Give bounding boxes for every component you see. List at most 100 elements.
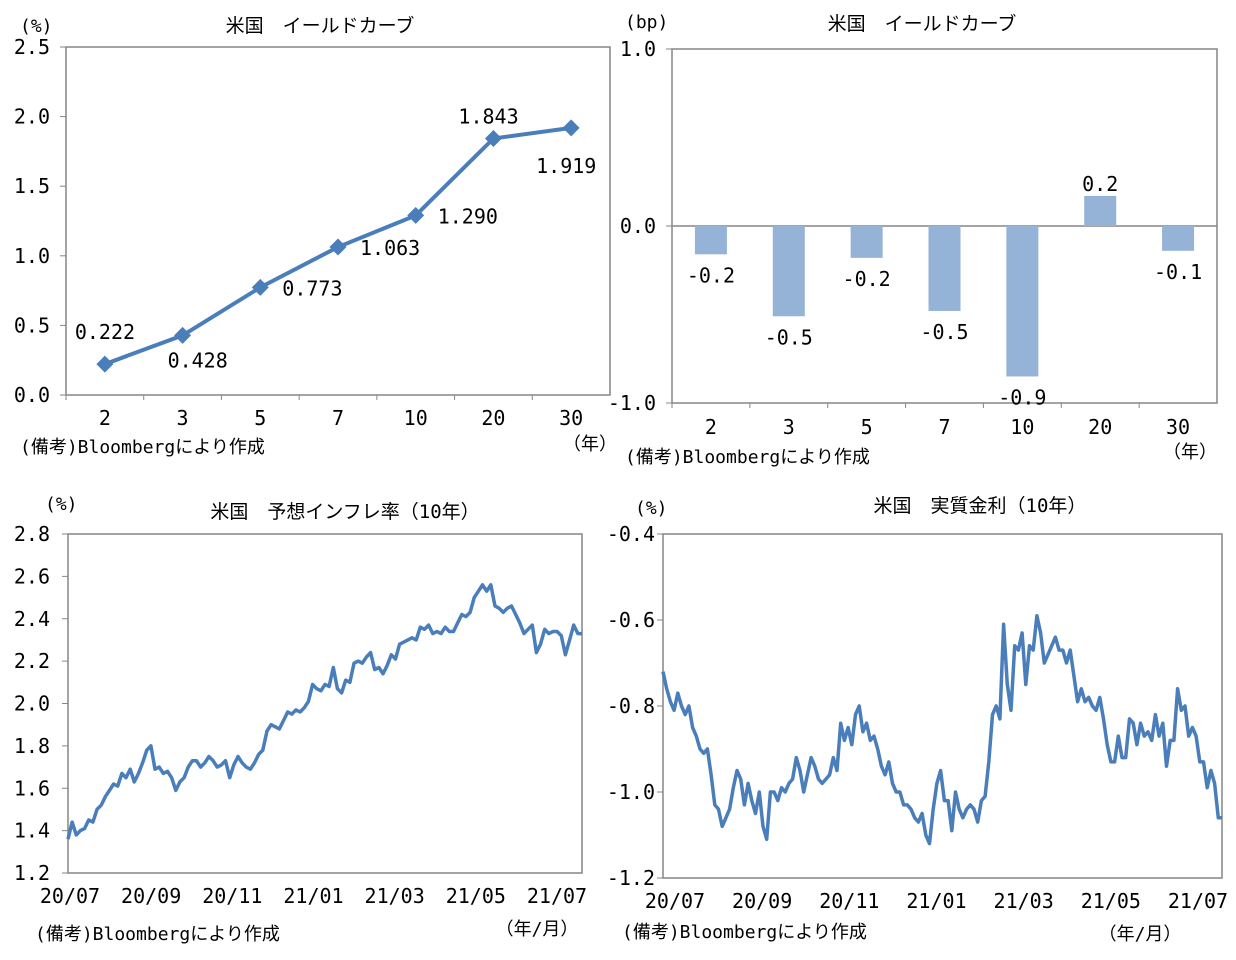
data-label: -0.5	[920, 320, 968, 344]
y-tick-label: 1.6	[14, 776, 50, 800]
x-tick-label: 3	[783, 415, 795, 439]
chart-title: 米国 実質金利（10年）	[874, 495, 1087, 517]
y-tick-label: 0.0	[620, 214, 656, 238]
x-tick-label: 7	[332, 406, 344, 430]
data-label: -0.9	[998, 385, 1046, 409]
x-tick-label: 21/03	[365, 884, 425, 908]
x-tick-label: 21/01	[906, 889, 966, 913]
x-tick-label: 21/01	[283, 884, 343, 908]
y-tick-label: -0.6	[607, 608, 655, 632]
y-tick-label: -1.2	[607, 866, 655, 890]
data-label: 1.290	[438, 204, 498, 228]
x-tick-label: 21/05	[446, 884, 506, 908]
data-point-marker	[96, 355, 114, 373]
yield-change-bar-chart: 米国 イールドカーブ (bp) （年） (備考)Bloombergにより作成 -…	[608, 12, 1218, 468]
bar	[1006, 226, 1039, 377]
x-tick-label: 5	[254, 406, 266, 430]
data-label: 1.919	[536, 154, 596, 178]
y-tick-label: 2.8	[14, 522, 50, 546]
bar	[928, 226, 961, 311]
y-tick-label: 2.5	[14, 35, 50, 59]
y-tick-label: 1.2	[14, 861, 50, 885]
x-tick-label: 20/07	[645, 889, 705, 913]
y-tick-label: 2.6	[14, 564, 50, 588]
bar	[694, 226, 727, 255]
yield-curve-line-chart: 米国 イールドカーブ (%) （年） (備考)Bloombergにより作成 0.…	[14, 14, 617, 458]
data-label: 1.063	[360, 236, 420, 260]
y-tick-label: 0.0	[14, 383, 50, 407]
x-tick-label: 20	[1088, 415, 1112, 439]
x-unit-label: （年）	[563, 434, 617, 455]
x-tick-label: 7	[938, 415, 950, 439]
x-tick-label: 21/07	[527, 884, 587, 908]
data-label: 0.222	[75, 320, 135, 344]
x-unit-label: （年）	[1163, 442, 1217, 463]
source-note: (備考)Bloombergにより作成	[625, 447, 870, 468]
y-tick-label: 1.0	[14, 244, 50, 268]
x-tick-label: 2	[705, 415, 717, 439]
series-line	[661, 613, 1222, 846]
y-tick-label: 2.0	[14, 105, 50, 129]
x-tick-label: 10	[404, 406, 428, 430]
y-tick-label: 1.0	[620, 37, 656, 61]
bar	[1162, 226, 1195, 251]
inflation-expectation-chart: 米国 予想インフレ率（10年） (%) （年/月） (備考)Bloombergに…	[14, 494, 587, 945]
x-tick-label: 21/03	[994, 889, 1054, 913]
series-line	[66, 583, 582, 840]
x-tick-label: 20/11	[819, 889, 879, 913]
x-tick-label: 20/07	[40, 884, 100, 908]
chart-title: 米国 イールドカーブ	[828, 12, 1017, 35]
y-tick-label: -1.0	[607, 780, 655, 804]
y-tick-label: -0.8	[607, 694, 655, 718]
x-tick-label: 2	[99, 406, 111, 430]
data-label: -0.1	[1154, 260, 1202, 284]
x-tick-label: 20/09	[732, 889, 792, 913]
y-unit-label: (%)	[45, 494, 78, 515]
y-tick-label: 1.4	[14, 819, 50, 843]
x-unit-label: （年/月）	[1099, 924, 1182, 945]
plot-frame	[65, 46, 611, 396]
x-tick-label: 20/09	[121, 884, 181, 908]
data-point-marker	[562, 119, 580, 137]
data-label: 0.2	[1082, 172, 1118, 196]
data-label: 1.843	[458, 104, 518, 128]
y-tick-label: 1.8	[14, 734, 50, 758]
x-tick-label: 30	[1166, 415, 1190, 439]
chart-title: 米国 イールドカーブ	[226, 14, 415, 37]
data-point-marker	[407, 206, 425, 224]
plot-frame	[662, 533, 1223, 879]
y-unit-label: (%)	[635, 498, 668, 519]
y-tick-label: 0.5	[14, 313, 50, 337]
x-tick-label: 20/11	[202, 884, 262, 908]
chart-title: 米国 予想インフレ率（10年）	[210, 501, 479, 523]
data-label: -0.2	[687, 263, 735, 287]
real-interest-rate-chart: 米国 実質金利（10年） (%) （年/月） (備考)Bloombergにより作…	[607, 495, 1228, 945]
y-tick-label: -0.4	[607, 522, 655, 546]
y-tick-label: -1.0	[608, 391, 656, 415]
data-label: -0.5	[765, 325, 813, 349]
y-tick-label: 2.2	[14, 649, 50, 673]
x-tick-label: 10	[1010, 415, 1034, 439]
bar	[850, 226, 883, 258]
plot-frame	[67, 533, 583, 874]
x-tick-label: 5	[861, 415, 873, 439]
y-tick-label: 2.0	[14, 692, 50, 716]
data-label: 0.428	[168, 348, 228, 372]
x-tick-label: 3	[177, 406, 189, 430]
x-tick-label: 20	[481, 406, 505, 430]
data-point-marker	[329, 238, 347, 256]
data-label: 0.773	[282, 276, 342, 300]
data-point-marker	[174, 326, 192, 344]
x-tick-label: 30	[559, 406, 583, 430]
y-unit-label: (%)	[20, 16, 53, 37]
source-note: (備考)Bloombergにより作成	[622, 922, 867, 943]
source-note: (備考)Bloombergにより作成	[35, 924, 280, 945]
x-tick-label: 21/07	[1168, 889, 1228, 913]
y-tick-label: 2.4	[14, 607, 50, 631]
x-tick-label: 21/05	[1081, 889, 1141, 913]
x-unit-label: （年/月）	[496, 919, 579, 940]
y-tick-label: 1.5	[14, 174, 50, 198]
source-note: (備考)Bloombergにより作成	[20, 437, 265, 458]
